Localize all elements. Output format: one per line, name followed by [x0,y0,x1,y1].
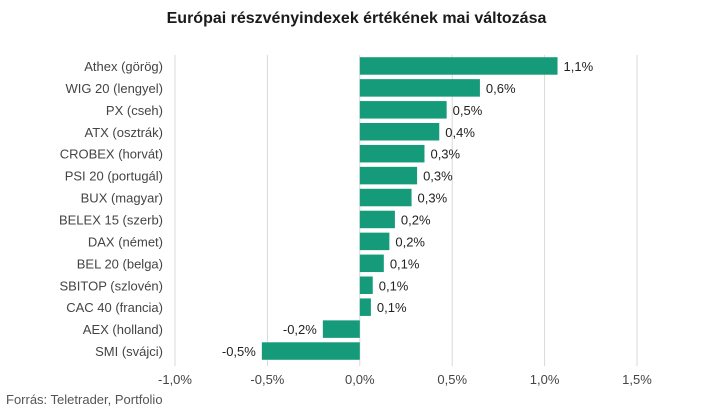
category-label: Athex (görög) [84,59,163,74]
x-tick-label: -1,0% [158,372,192,387]
data-label: 0,2% [395,234,425,249]
bar [359,254,384,273]
bar [359,232,390,251]
data-label: 0,6% [486,81,516,96]
bar [359,144,425,163]
bar [322,320,360,338]
category-label: WIG 20 (lengyel) [65,81,163,96]
bar [359,79,480,97]
data-label: 0,3% [423,169,453,184]
bar [359,57,558,75]
category-label: ATX (osztrák) [85,125,164,140]
category-label: BEL 20 (belga) [77,256,163,271]
data-label: -0,5% [222,344,256,359]
category-label: BUX (magyar) [81,191,163,206]
x-tick-label: -0,5% [250,372,284,387]
category-label: PX (cseh) [106,103,163,118]
category-label: SBITOP (szlovén) [59,278,163,293]
source-note: Forrás: Teletrader, Portfolio [6,392,163,407]
data-label: 0,4% [445,125,475,140]
bar [359,123,440,141]
data-label: 0,1% [390,256,420,271]
data-label: 1,1% [564,59,594,74]
category-label: CROBEX (horvát) [60,147,163,162]
data-label: 0,3% [430,147,460,162]
category-label: BELEX 15 (szerb) [59,212,163,227]
bar [359,166,418,185]
bar [359,210,395,229]
bar [359,298,371,316]
category-label: AEX (holland) [83,322,163,337]
category-label: CAC 40 (francia) [66,300,163,315]
data-label: 0,2% [401,212,431,227]
data-label: 0,1% [379,278,409,293]
data-label: -0,2% [283,322,317,337]
data-label: 0,3% [418,191,448,206]
x-tick-label: 0,5% [437,372,467,387]
data-label: 0,5% [453,103,483,118]
x-tick-label: 1,5% [622,372,652,387]
category-label: PSI 20 (portugál) [65,169,163,184]
x-tick-label: 0,0% [345,372,375,387]
bar [261,342,360,360]
bar [359,101,447,119]
category-label: DAX (német) [88,234,163,249]
bar [359,276,373,294]
data-label: 0,1% [377,300,407,315]
bar [359,188,412,207]
x-tick-label: 1,0% [530,372,560,387]
category-label: SMI (svájci) [95,344,163,359]
chart-title: Európai részvényindexek értékének mai vá… [166,10,547,27]
